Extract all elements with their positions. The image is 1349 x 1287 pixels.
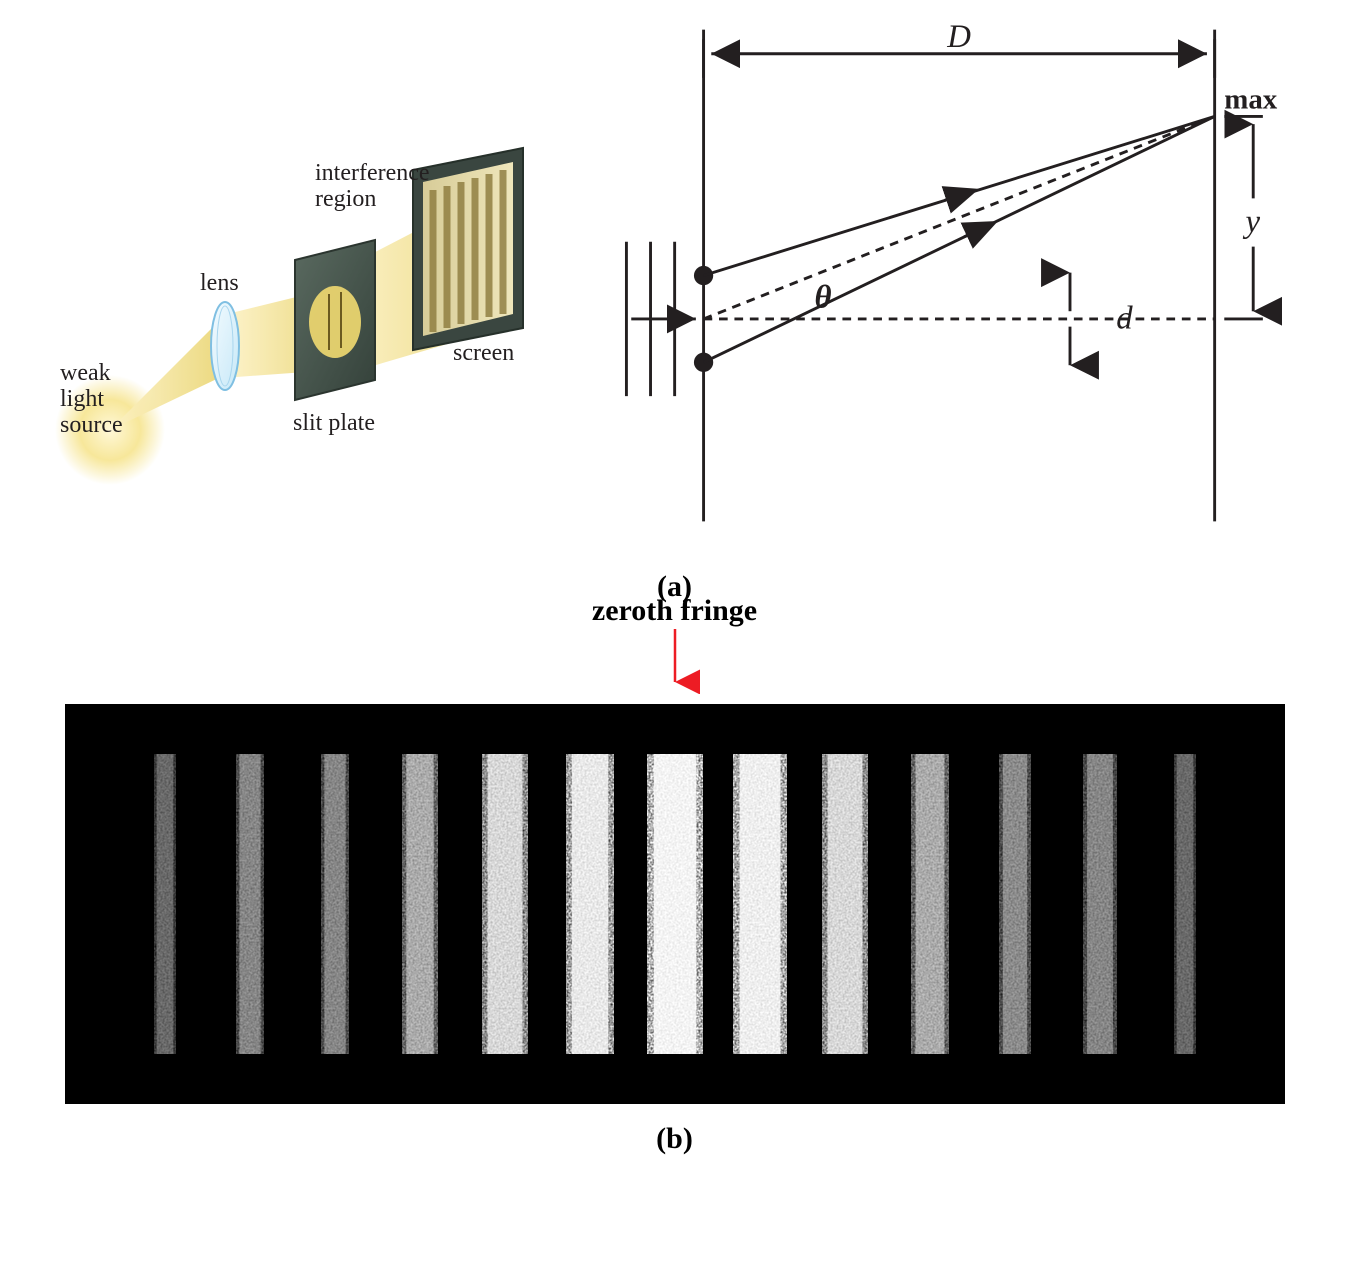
geometry-diagram: D θ [575, 20, 1295, 560]
label-theta: θ [814, 279, 831, 315]
label-zeroth-fringe: zeroth fringe [592, 594, 757, 628]
apparatus-svg: weaklightsource lens interferenceregion … [55, 60, 535, 520]
label-max: max [1224, 84, 1278, 116]
beam-source-to-lens [110, 315, 225, 430]
fringe-core [1002, 754, 1026, 1054]
label-screen: screen [453, 340, 514, 366]
fringe-core [739, 754, 780, 1054]
label-lens: lens [200, 270, 239, 296]
label-D: D [946, 20, 971, 55]
caption-b: (b) [656, 1122, 693, 1156]
central-ray [703, 116, 1214, 318]
fringe-core [827, 754, 862, 1054]
slit-bottom [693, 353, 712, 372]
fringe-core [915, 754, 944, 1054]
label-d: d [1116, 301, 1133, 337]
label-slit: slit plate [293, 410, 375, 436]
apparatus-illustration: weaklightsource lens interferenceregion … [55, 60, 535, 520]
label-y: y [1242, 204, 1260, 240]
panel-b: zeroth fringe [65, 644, 1285, 1156]
fringe-core [156, 754, 173, 1054]
fringe-core [487, 754, 522, 1054]
fringe-core [571, 754, 607, 1054]
fringe-core [406, 754, 433, 1054]
fringe-core [1087, 754, 1113, 1054]
fringe-pattern-box [65, 704, 1285, 1104]
fringe-svg [65, 704, 1285, 1104]
slit-plate-shape [295, 240, 375, 400]
fringe-arrow-svg [65, 624, 1285, 694]
slit-top [693, 266, 712, 285]
fringe-core [653, 754, 696, 1054]
lens-shape [211, 302, 239, 390]
fringe-core [324, 754, 345, 1054]
panel-a-row: weaklightsource lens interferenceregion … [20, 20, 1329, 560]
fringe-core [1176, 754, 1193, 1054]
figure-container: weaklightsource lens interferenceregion … [20, 20, 1329, 1156]
fringe-core [239, 754, 260, 1054]
